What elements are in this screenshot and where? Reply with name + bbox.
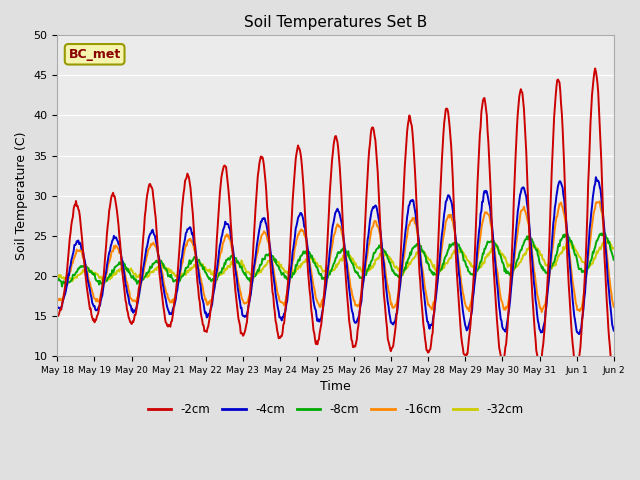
Legend: -2cm, -4cm, -8cm, -16cm, -32cm: -2cm, -4cm, -8cm, -16cm, -32cm (143, 398, 528, 420)
Line: -4cm: -4cm (58, 177, 614, 334)
-32cm (207, 272, 215, 277)
Title: Soil Temperatures Set B: Soil Temperatures Set B (244, 15, 427, 30)
-2cm (610, 370, 618, 375)
-16cm (419, 272, 427, 277)
-16cm (177, 264, 185, 270)
-4cm (592, 174, 600, 180)
-4cm (207, 307, 214, 312)
-4cm (403, 214, 411, 220)
-32cm (63, 275, 71, 280)
-32cm (122, 266, 129, 272)
-4cm (121, 274, 129, 280)
Line: -8cm: -8cm (58, 232, 614, 287)
-4cm (54, 304, 61, 310)
Line: -32cm: -32cm (58, 241, 614, 281)
-16cm (121, 269, 129, 275)
-4cm (610, 328, 618, 334)
-4cm (419, 287, 427, 292)
-4cm (177, 257, 185, 263)
-16cm (596, 199, 604, 204)
-16cm (403, 233, 411, 239)
-4cm (63, 280, 71, 286)
-32cm (610, 245, 618, 251)
-8cm (404, 257, 412, 263)
-16cm (207, 298, 214, 303)
-32cm (603, 239, 611, 244)
-2cm (63, 263, 71, 269)
-8cm (122, 266, 129, 272)
-32cm (404, 264, 412, 270)
-32cm (178, 271, 186, 276)
-8cm (610, 257, 618, 263)
-2cm (207, 307, 214, 312)
-2cm (591, 66, 599, 72)
-8cm (58, 284, 66, 289)
-2cm (121, 290, 129, 296)
-2cm (403, 129, 411, 134)
-8cm (420, 249, 428, 255)
-2cm (177, 219, 185, 225)
-32cm (54, 273, 61, 278)
-8cm (178, 274, 186, 279)
Text: BC_met: BC_met (68, 48, 121, 61)
Line: -16cm: -16cm (58, 202, 614, 312)
-2cm (419, 322, 427, 327)
-16cm (538, 309, 545, 315)
-32cm (68, 278, 76, 284)
-16cm (63, 281, 71, 287)
-16cm (54, 296, 61, 301)
-8cm (54, 275, 61, 281)
-32cm (420, 249, 428, 254)
X-axis label: Time: Time (320, 380, 351, 393)
-8cm (600, 229, 608, 235)
Y-axis label: Soil Temperature (C): Soil Temperature (C) (15, 132, 28, 260)
-8cm (207, 278, 215, 284)
-16cm (610, 304, 618, 310)
-2cm (54, 312, 61, 317)
Line: -2cm: -2cm (58, 69, 614, 372)
-8cm (65, 279, 72, 285)
-4cm (575, 331, 582, 337)
